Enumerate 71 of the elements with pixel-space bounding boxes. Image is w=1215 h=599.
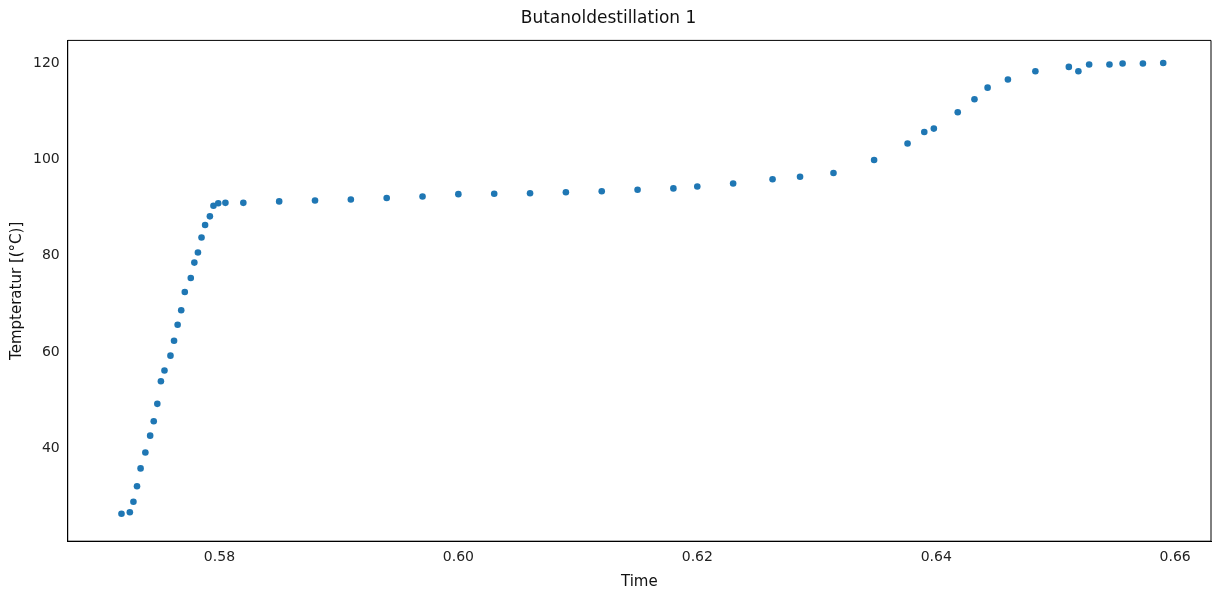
point [347,196,355,203]
point [455,190,462,198]
point [174,321,181,329]
point [562,188,570,196]
point [769,175,776,183]
point [930,125,938,132]
point [118,510,125,518]
point [157,377,165,385]
point [150,417,158,425]
y-tick-label: 100 [32,150,60,167]
x-tick-label: 0.64 [920,548,952,565]
x-tick-label: 0.66 [1159,548,1191,565]
x-axis-title: Time [620,571,658,590]
y-tick-label: 60 [41,342,60,359]
x-tick-label: 0.60 [442,548,474,565]
point [194,249,202,256]
point [796,173,804,181]
y-axis-title: Tempteratur [(°C)] [6,221,25,361]
point [161,367,168,374]
point [1032,67,1039,75]
y-tick-label: 80 [41,246,60,263]
y-tick-label: 120 [32,53,60,70]
point [1085,61,1093,68]
point [201,221,209,229]
chart-title: Butanoldestillation 1 [520,6,697,27]
point [214,200,222,207]
point [526,189,534,197]
point [177,307,185,314]
point [670,185,677,192]
point [1139,60,1147,67]
point [142,449,149,456]
point [130,498,137,505]
point [198,234,205,241]
point [1075,67,1082,75]
point [383,194,390,202]
point [634,186,641,194]
point [954,108,962,116]
point [1004,76,1012,83]
point [154,400,161,408]
point [598,187,606,195]
point [311,197,319,204]
point [167,352,174,359]
point [1119,60,1126,67]
point [133,482,141,490]
point [126,508,134,516]
point [1159,59,1167,67]
point [920,128,928,136]
point [146,432,154,439]
point [191,259,198,266]
point [137,465,144,472]
point [830,169,837,177]
point [1065,63,1073,71]
point [419,193,426,200]
y-tick-label: 40 [41,439,60,456]
point [240,199,247,207]
point [1106,61,1113,68]
point [181,288,189,296]
x-tick-label: 0.58 [203,548,236,565]
x-tick-label: 0.62 [681,548,713,565]
point [206,213,214,220]
point [694,183,701,190]
point [971,95,978,103]
point [904,140,911,147]
point [729,180,737,187]
point [870,156,878,164]
point [170,337,178,344]
point [222,199,229,207]
point [490,190,498,197]
point [187,274,195,282]
point [275,198,283,205]
point [984,84,991,91]
